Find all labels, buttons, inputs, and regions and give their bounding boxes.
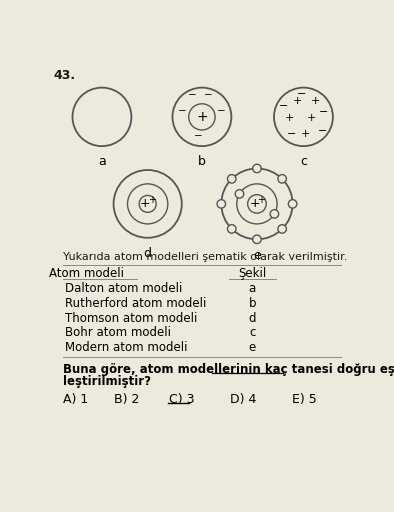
Text: +: + [196, 110, 208, 124]
Text: −: − [317, 126, 327, 136]
Text: +: + [249, 198, 260, 210]
Text: Atom modeli: Atom modeli [49, 267, 124, 280]
Text: −: − [319, 107, 328, 117]
Text: +: + [307, 114, 316, 123]
Text: −: − [178, 105, 187, 116]
Text: b: b [198, 155, 206, 168]
Circle shape [217, 200, 225, 208]
Text: leştirilmiştir?: leştirilmiştir? [63, 375, 151, 388]
Circle shape [278, 225, 286, 233]
Text: −: − [194, 131, 203, 141]
Circle shape [270, 210, 279, 218]
Text: −: − [188, 90, 197, 100]
Text: −: − [279, 101, 288, 111]
Text: +: + [285, 114, 294, 123]
Text: +: + [140, 198, 151, 210]
Text: 43.: 43. [54, 69, 76, 82]
Text: d: d [144, 247, 152, 260]
Text: +: + [257, 195, 265, 205]
Text: D) 4: D) 4 [230, 393, 256, 406]
Text: Şekil: Şekil [238, 267, 266, 280]
Text: Modern atom modeli: Modern atom modeli [65, 341, 187, 354]
Text: +: + [293, 96, 302, 106]
Text: B) 2: B) 2 [113, 393, 139, 406]
Circle shape [235, 189, 244, 198]
Text: Bohr atom modeli: Bohr atom modeli [65, 326, 171, 339]
Text: c: c [249, 326, 255, 339]
Text: −: − [204, 90, 212, 100]
Circle shape [253, 235, 261, 244]
Text: a: a [249, 283, 256, 295]
Text: C) 3: C) 3 [169, 393, 195, 406]
Text: d: d [249, 312, 256, 325]
Text: −: − [286, 129, 296, 139]
Text: c: c [300, 155, 307, 168]
Text: Yukarıda atom modelleri şematik olarak verilmiştir.: Yukarıda atom modelleri şematik olarak v… [63, 252, 348, 262]
Text: +: + [147, 195, 156, 205]
Text: +: + [300, 129, 310, 139]
Text: b: b [249, 297, 256, 310]
Text: E) 5: E) 5 [292, 393, 316, 406]
Circle shape [253, 164, 261, 173]
Text: +: + [311, 96, 321, 106]
Text: Rutherford atom modeli: Rutherford atom modeli [65, 297, 206, 310]
Text: e: e [249, 341, 256, 354]
Text: Dalton atom modeli: Dalton atom modeli [65, 283, 182, 295]
Text: −: − [217, 105, 226, 116]
Text: e: e [253, 248, 261, 262]
Text: −: − [297, 89, 307, 99]
Text: Thomson atom modeli: Thomson atom modeli [65, 312, 197, 325]
Circle shape [227, 225, 236, 233]
Circle shape [227, 175, 236, 183]
Text: a: a [98, 155, 106, 168]
Circle shape [278, 175, 286, 183]
Text: Buna göre, atom modellerinin kaç tanesi doğru eş-: Buna göre, atom modellerinin kaç tanesi … [63, 364, 394, 376]
Circle shape [288, 200, 297, 208]
Text: A) 1: A) 1 [63, 393, 88, 406]
